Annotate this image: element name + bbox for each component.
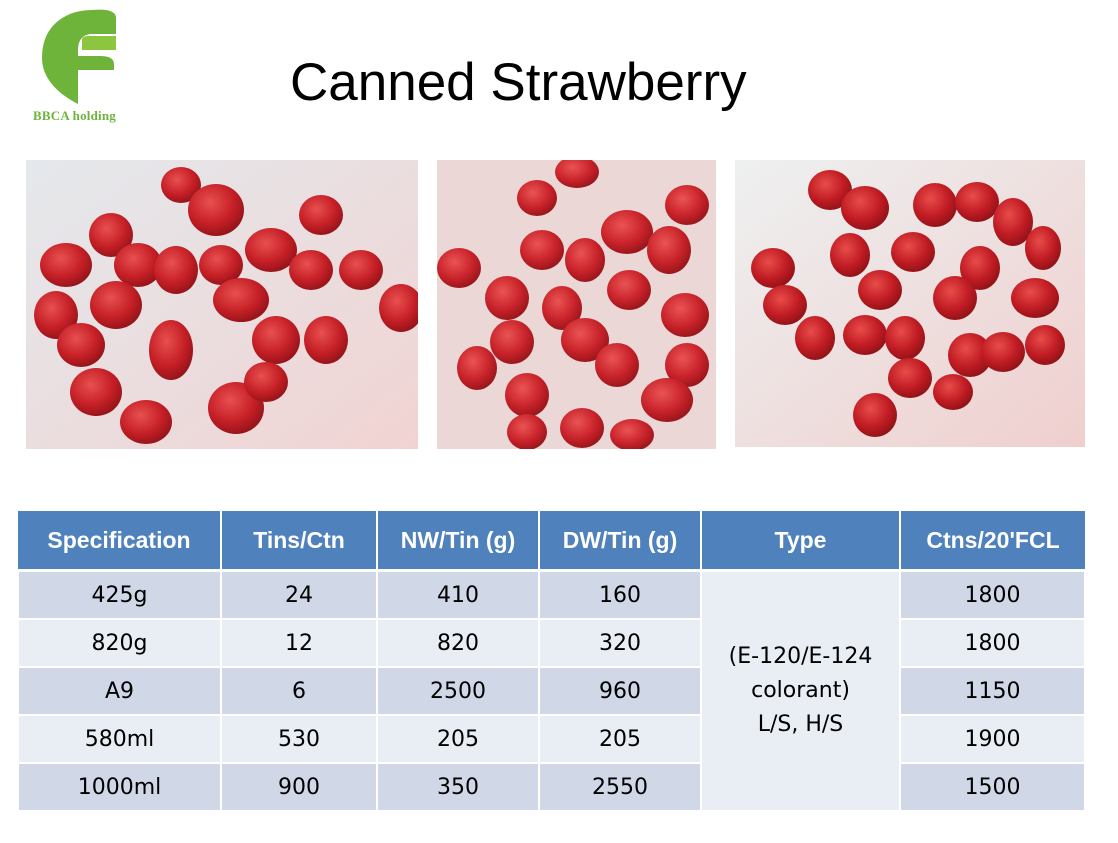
cell-nw-per-tin: 820 [376,618,540,668]
cell-specification: A9 [17,666,222,716]
cell-type: (E-120/E-124 colorant) L/S, H/S [700,569,901,812]
column-header-tins-per-ctn: Tins/Ctn [221,511,378,572]
cell-tins-per-ctn: 24 [220,569,378,620]
table-row: 425g 24 410 160 (E-120/E-124 colorant) L… [17,569,1086,812]
bbca-logo-mark [42,9,116,105]
canned-strawberry-photo-1 [26,160,418,449]
canned-strawberry-photo-3 [735,160,1085,447]
column-header-ctns-per-fcl: Ctns/20'FCL [900,511,1085,572]
column-header-dw-per-tin: DW/Tin (g) [539,511,702,572]
type-line-syrup: L/S, H/S [757,712,844,738]
cell-ctns-per-fcl: 1900 [899,714,1086,764]
type-line-colorant-codes: (E-120/E-124 [728,643,873,669]
cell-dw-per-tin: 160 [538,569,702,620]
cell-ctns-per-fcl: 1150 [899,666,1086,716]
table-header-row: Specification Tins/Ctn NW/Tin (g) DW/Tin… [18,511,1085,572]
cell-ctns-per-fcl: 1500 [899,762,1086,812]
table-row: A9 6 2500 960 1150 [17,666,1086,716]
cell-tins-per-ctn: 12 [220,618,378,668]
cell-specification: 820g [17,618,222,668]
cell-ctns-per-fcl: 1800 [899,618,1086,668]
cell-dw-per-tin: 960 [538,666,702,716]
column-header-nw-per-tin: NW/Tin (g) [377,511,540,572]
bbca-logo [30,6,150,126]
cell-dw-per-tin: 320 [538,618,702,668]
type-line-colorant: colorant) [751,677,850,703]
cell-nw-per-tin: 410 [376,569,540,620]
logo-text: BBCA holding [33,108,116,123]
cell-nw-per-tin: 205 [376,714,540,764]
spec-table: Specification Tins/Ctn NW/Tin (g) DW/Tin… [17,511,1086,812]
table-row: 1000ml 900 350 2550 1500 [17,762,1086,812]
cell-dw-per-tin: 205 [538,714,702,764]
cell-ctns-per-fcl: 1800 [899,569,1086,620]
cell-specification: 1000ml [17,762,222,812]
cell-tins-per-ctn: 900 [220,762,378,812]
cell-tins-per-ctn: 6 [220,666,378,716]
column-header-specification: Specification [18,511,222,572]
canned-strawberry-photo-2 [437,160,716,449]
cell-specification: 425g [17,569,222,620]
cell-tins-per-ctn: 530 [220,714,378,764]
cell-nw-per-tin: 350 [376,762,540,812]
page-title: Canned Strawberry [290,53,747,112]
table-row: 820g 12 820 320 1800 [17,618,1086,668]
cell-nw-per-tin: 2500 [376,666,540,716]
table-row: 580ml 530 205 205 1900 [17,714,1086,764]
cell-dw-per-tin: 2550 [538,762,702,812]
cell-specification: 580ml [17,714,222,764]
column-header-type: Type [701,511,901,572]
